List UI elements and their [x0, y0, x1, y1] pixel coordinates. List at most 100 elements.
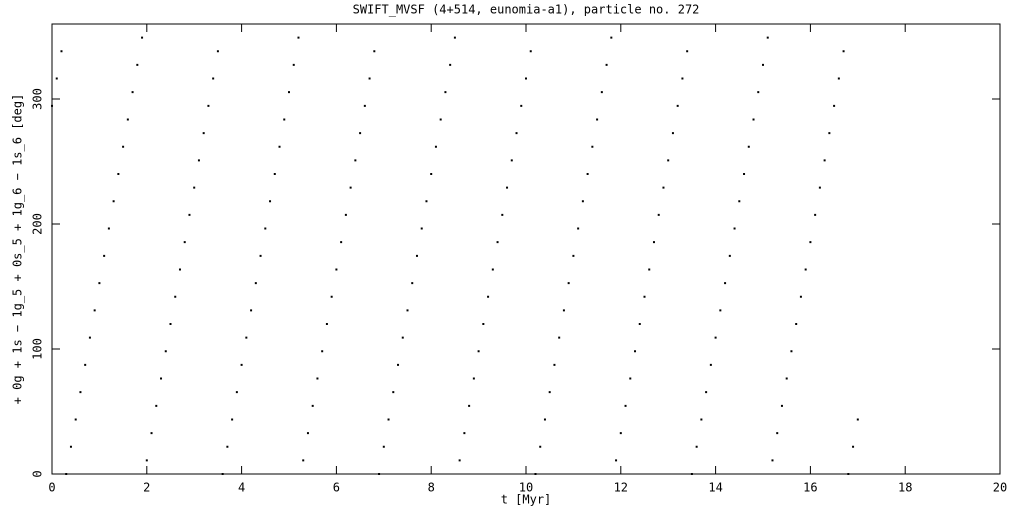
point [387, 418, 390, 421]
point [335, 268, 338, 271]
point [671, 132, 674, 135]
point [378, 473, 381, 475]
point [103, 254, 106, 257]
point [662, 186, 665, 189]
point [496, 241, 499, 244]
point [250, 309, 253, 312]
point [709, 363, 712, 366]
point [747, 145, 750, 148]
point [539, 445, 542, 448]
point [273, 173, 276, 175]
point [553, 363, 556, 366]
point [458, 459, 461, 462]
point [269, 200, 272, 203]
point [667, 159, 670, 162]
point [373, 50, 376, 53]
point [117, 173, 120, 175]
point [420, 227, 423, 230]
point [306, 432, 309, 435]
point [520, 104, 523, 107]
point [202, 132, 205, 135]
point [131, 91, 134, 94]
x-tick-label: 18 [898, 481, 912, 495]
point [795, 323, 798, 325]
point [401, 336, 404, 339]
point [434, 145, 437, 148]
point [174, 295, 177, 298]
point [596, 118, 599, 121]
point [501, 213, 504, 216]
point [297, 36, 300, 39]
point [84, 363, 87, 366]
point [743, 173, 746, 175]
point [193, 186, 196, 189]
point [558, 336, 561, 339]
point [752, 118, 755, 121]
point [856, 418, 859, 421]
point [615, 459, 618, 462]
point [605, 63, 608, 66]
point [842, 50, 845, 53]
point [600, 91, 603, 94]
point [69, 445, 72, 448]
point [439, 118, 442, 121]
point [145, 459, 148, 462]
point [316, 377, 319, 380]
y-tick-label: 100 [31, 338, 45, 360]
point [757, 91, 760, 94]
chart-title: SWIFT_MVSF (4+514, eunomia-a1), particle… [353, 3, 700, 17]
point [74, 418, 77, 421]
point [60, 50, 63, 53]
point [738, 200, 741, 203]
point [235, 391, 238, 394]
point [543, 418, 546, 421]
point [406, 309, 409, 312]
x-tick-label: 20 [993, 481, 1007, 495]
point [562, 309, 565, 312]
point [610, 36, 613, 39]
x-tick-label: 10 [519, 481, 533, 495]
point [733, 227, 736, 230]
point [207, 104, 210, 107]
point [122, 145, 125, 148]
point [240, 363, 243, 366]
point [487, 295, 490, 298]
point [657, 213, 660, 216]
x-tick-label: 8 [428, 481, 435, 495]
x-tick-label: 16 [803, 481, 817, 495]
point [638, 323, 641, 325]
point [624, 404, 627, 407]
point [814, 213, 817, 216]
point [468, 404, 471, 407]
x-tick-label: 4 [238, 481, 245, 495]
point [311, 404, 314, 407]
point [629, 377, 632, 380]
point [477, 350, 480, 353]
point [150, 432, 153, 435]
point [705, 391, 708, 394]
point [515, 132, 518, 135]
point [349, 186, 352, 189]
point [529, 50, 532, 53]
point [700, 418, 703, 421]
point [245, 336, 248, 339]
point [65, 473, 68, 475]
point [728, 254, 731, 257]
point [363, 104, 366, 107]
point [98, 282, 101, 285]
point [325, 323, 328, 325]
point [288, 91, 290, 94]
point [823, 159, 826, 162]
point [648, 268, 651, 271]
point [188, 213, 191, 216]
point [762, 63, 764, 66]
point [425, 200, 428, 203]
point [581, 200, 584, 203]
x-axis-label: t [Myr] [501, 493, 552, 507]
point [79, 391, 82, 394]
x-tick-label: 2 [143, 481, 150, 495]
x-tick-label: 12 [614, 481, 628, 495]
point [852, 445, 855, 448]
point [141, 36, 144, 39]
point [799, 295, 802, 298]
